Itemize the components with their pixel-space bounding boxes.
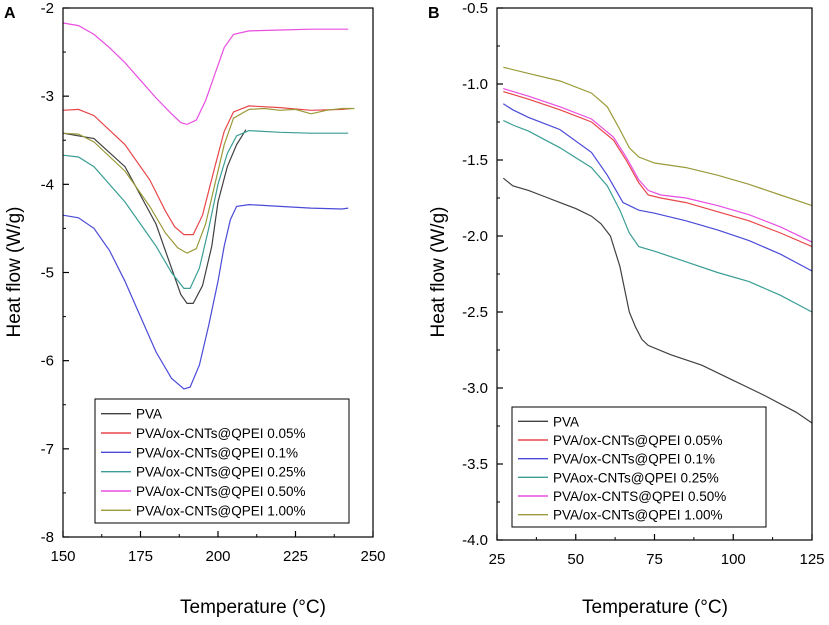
- panel-a-y-tick-label-1: -7: [41, 441, 54, 458]
- panel-b-x-tick-label-1: 50: [567, 551, 584, 568]
- panel-b-legend-label-4: PVA/ox-CNTS@QPEI 0.50%: [553, 489, 726, 504]
- panel-b-series-line-3: [503, 119, 813, 313]
- panel-b-series-line-2: [502, 103, 813, 272]
- panel-b-y-axis-label: Heat flow (W/g): [428, 207, 449, 338]
- panel-b-legend-label-3: PVAox-CNTs@QPEI 0.25%: [553, 470, 719, 485]
- panel-a-legend-box: [94, 398, 350, 524]
- panel-a-legend-label-5: PVA/ox-CNTs@QPEI 1.00%: [136, 503, 306, 518]
- panel-b-x-tick-label-4: 125: [799, 551, 824, 568]
- panel-a-x-tick-label-3: 225: [283, 548, 308, 565]
- panel-a-y-tick-label-2: -6: [41, 353, 54, 370]
- panel-b-y-tick-label-6: -1.0: [462, 76, 488, 93]
- panel-a-x-tick-label-0: 150: [50, 548, 75, 565]
- panel-b-legend-label-2: PVA/ox-CNTs@QPEI 0.1%: [553, 452, 715, 467]
- panel-a-plot-area: 150 175 200 225 250 -8 -7 -6 -5 -4 -3 -2 PVA PVA/ox-C…: [41, 0, 386, 565]
- panel-a-legend-label-1: PVA/ox-CNTs@QPEI 0.05%: [136, 426, 306, 441]
- panel-a-label: A: [4, 5, 16, 22]
- panel-a-series-line-0: [62, 129, 247, 304]
- panel-a-series-line-3: [62, 129, 349, 289]
- panel-b-series-line-4: [503, 88, 813, 243]
- panel-a-x-tick-label-2: 200: [205, 548, 230, 565]
- panel-b-y-tick-label-0: -4.0: [462, 532, 488, 549]
- panel-a-legend-label-0: PVA: [136, 407, 162, 422]
- panel-b-x-tick-label-3: 100: [721, 551, 746, 568]
- panel-b-y-tick-label-2: -3.0: [462, 380, 488, 397]
- panel-b-series-line-0: [502, 177, 813, 424]
- panel-b: B 25 50 75 100 125 -4.0 -3.5 -3.0 -2.5 -2.0 -1.5 -1…: [428, 0, 825, 618]
- panel-b-y-tick-label-7: -0.5: [462, 0, 488, 17]
- panel-a-y-tick-label-3: -5: [41, 265, 54, 282]
- panel-a-legend-label-2: PVA/ox-CNTs@QPEI 0.1%: [136, 445, 298, 460]
- panel-a-y-axis-label: Heat flow (W/g): [4, 207, 25, 338]
- panel-a-series-line-5: [62, 107, 355, 254]
- panel-a-y-tick-label-4: -4: [41, 176, 54, 193]
- panel-a-x-tick-label-4: 250: [360, 548, 385, 565]
- panel-b-y-tick-label-1: -3.5: [462, 456, 488, 473]
- panel-b-y-tick-label-5: -1.5: [462, 152, 488, 169]
- panel-a-y-tick-label-6: -2: [41, 0, 54, 17]
- panel-b-x-tick-label-2: 75: [646, 551, 663, 568]
- panel-b-series-line-1: [503, 91, 813, 248]
- panel-b-legend-box: [511, 406, 767, 528]
- panel-a-series-line-2: [62, 203, 349, 390]
- panel-a-legend-label-4: PVA/ox-CNTs@QPEI 0.50%: [136, 484, 306, 499]
- panel-b-y-tick-label-3: -2.5: [462, 304, 488, 321]
- panel-b-y-tick-label-4: -2.0: [462, 228, 488, 245]
- panel-b-legend-label-0: PVA: [553, 414, 579, 429]
- panel-a: A 150 175 200 225 250 -8 -7 -6 -5 -4 -3 -2 PVA PVA/ox…: [4, 0, 386, 618]
- panel-b-legend-label-5: PVA/ox-CNTs@QPEI 1.00%: [553, 508, 723, 523]
- panel-a-x-axis-label: Temperature (°C): [180, 597, 326, 618]
- panel-a-series-line-1: [62, 105, 352, 236]
- panel-a-y-tick-label-0: -8: [41, 529, 54, 546]
- panel-b-x-axis-label: Temperature (°C): [582, 597, 728, 618]
- panel-b-plot-area: 25 50 75 100 125 -4.0 -3.5 -3.0 -2.5 -2.0 -1.5 -1.0…: [462, 0, 824, 568]
- panel-a-x-tick-label-1: 175: [128, 548, 153, 565]
- panel-a-legend-label-3: PVA/ox-CNTs@QPEI 0.25%: [136, 465, 306, 480]
- panel-a-y-tick-label-5: -3: [41, 88, 54, 105]
- panel-b-legend-label-1: PVA/ox-CNTs@QPEI 0.05%: [553, 433, 723, 448]
- panel-b-series-line-5: [503, 66, 813, 207]
- panel-a-series-line-4: [62, 22, 349, 126]
- panel-b-label: B: [428, 5, 440, 22]
- panel-b-x-tick-label-0: 25: [489, 551, 506, 568]
